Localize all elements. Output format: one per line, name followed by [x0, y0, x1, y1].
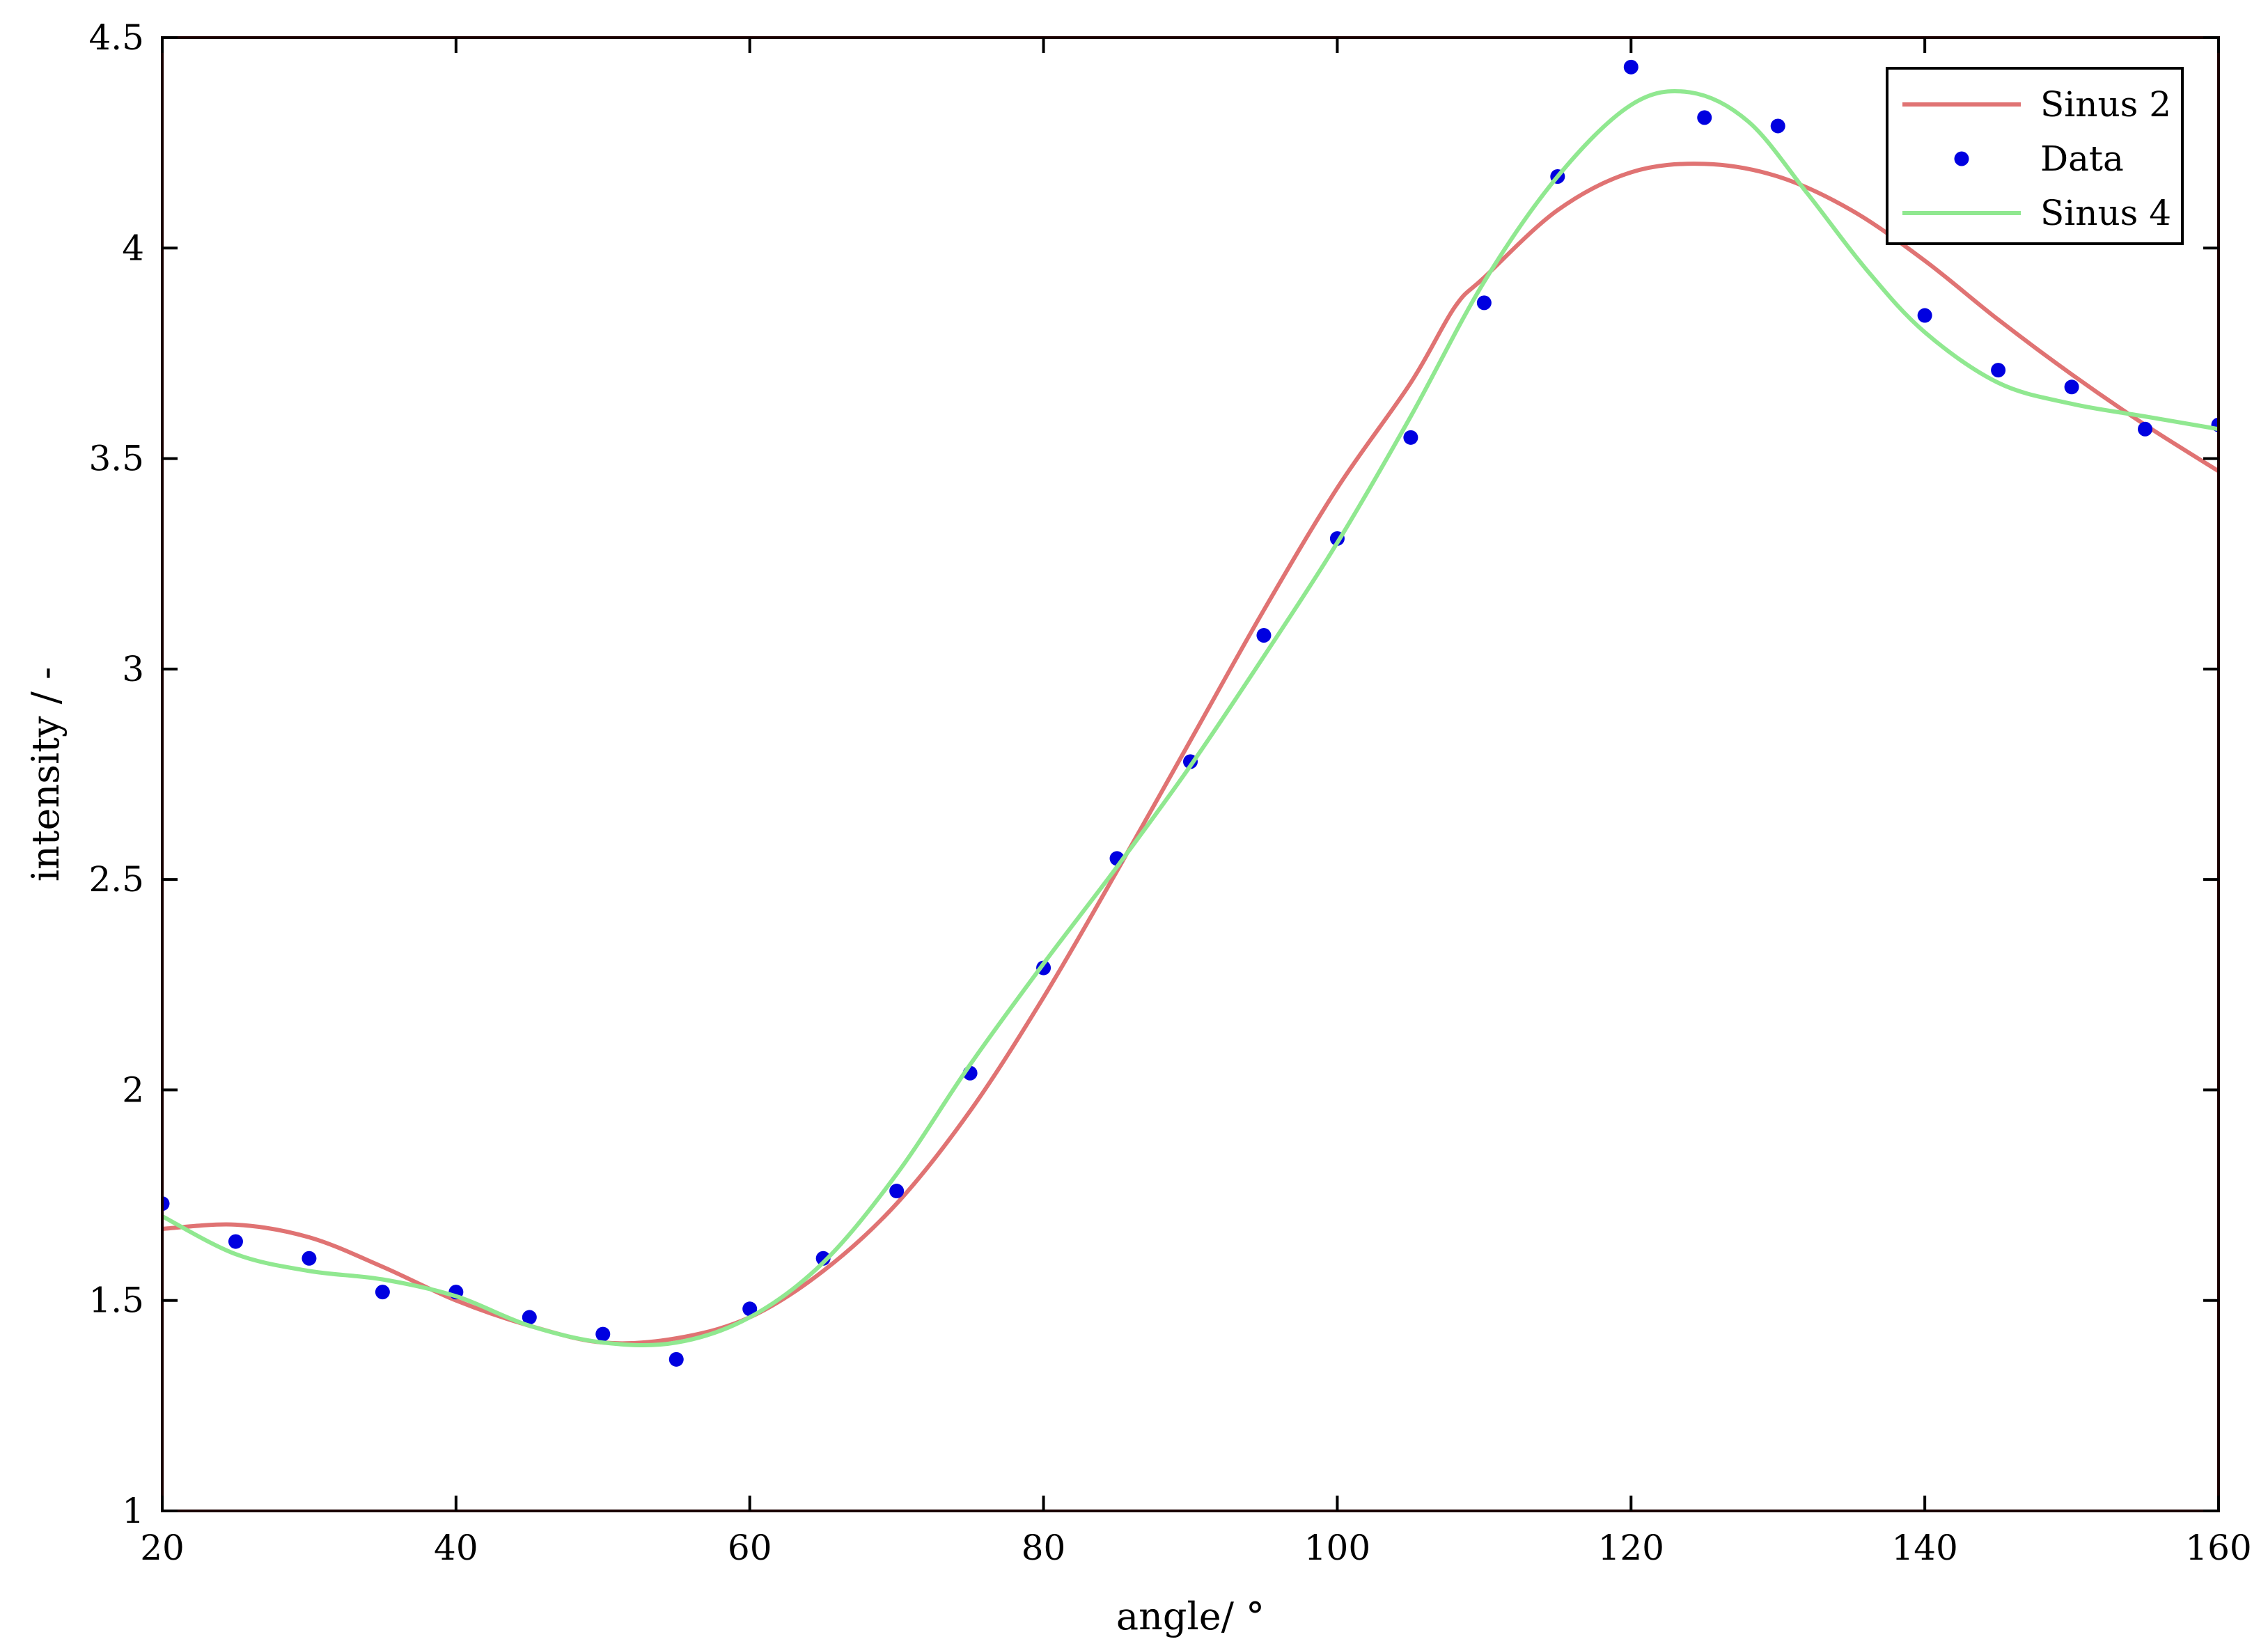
series-points-data — [162, 59, 2219, 1367]
x-tick-label: 80 — [1022, 1528, 1066, 1568]
x-tick-label: 120 — [1598, 1528, 1664, 1568]
data-point — [1697, 110, 1712, 125]
y-tick-label: 4.5 — [88, 17, 144, 58]
y-tick-label: 2 — [122, 1069, 144, 1110]
x-axis-label: angle/ ° — [1116, 1594, 1265, 1638]
axes — [161, 36, 2220, 1512]
y-axis-label: intensity / - — [24, 667, 68, 881]
legend-label: Data — [2040, 139, 2124, 179]
legend-label: Sinus 4 — [2040, 193, 2171, 233]
data-point — [228, 1234, 243, 1249]
legend-label: Sinus 2 — [2040, 84, 2171, 125]
data-point — [1991, 363, 2006, 378]
data-point — [889, 1184, 905, 1199]
data-point — [522, 1310, 537, 1325]
x-tick-label: 40 — [434, 1528, 478, 1568]
data-point — [1770, 118, 1785, 134]
data-point — [2064, 379, 2079, 395]
data-point — [1623, 59, 1639, 75]
y-tick-label: 3 — [122, 649, 144, 689]
x-tick-label: 20 — [140, 1528, 185, 1568]
data-point — [1917, 308, 1932, 323]
data-point — [375, 1285, 390, 1300]
data-point — [1403, 430, 1418, 445]
y-tick-label: 2.5 — [88, 859, 144, 900]
data-point — [162, 1196, 170, 1212]
x-tick-label: 140 — [1891, 1528, 1957, 1568]
legend-swatch — [1954, 151, 1969, 166]
x-tick-label: 60 — [728, 1528, 772, 1568]
data-point — [2138, 421, 2153, 437]
data-point — [302, 1251, 317, 1266]
data-point — [595, 1326, 611, 1342]
axes-frame — [161, 36, 2220, 1512]
y-tick-label: 3.5 — [88, 439, 144, 479]
data-point — [742, 1301, 758, 1317]
legend: Sinus 2 Data Sinus 4 — [1886, 67, 2184, 245]
data-point — [1476, 295, 1492, 311]
y-tick-label: 1 — [122, 1491, 144, 1531]
series-layer — [162, 59, 2219, 1367]
y-tick-label: 4 — [122, 228, 144, 268]
x-tick-label: 160 — [2185, 1528, 2251, 1568]
x-tick-label: 100 — [1304, 1528, 1370, 1568]
data-point — [1256, 627, 1272, 643]
legend-entry-sinus-2: Sinus 2 — [1902, 84, 2171, 125]
series-line-sinus-4 — [162, 88, 2219, 1347]
ticks: 20 40 60 80 100 120 140 160 1 1.5 2 2.5 3 3.5 4 4.5 — [88, 17, 2251, 1568]
data-point — [668, 1351, 684, 1367]
y-tick-label: 1.5 — [88, 1280, 144, 1321]
legend-entry-data: Data — [1954, 139, 2124, 179]
data-point — [815, 1251, 831, 1266]
legend-entry-sinus-4: Sinus 4 — [1902, 193, 2171, 233]
